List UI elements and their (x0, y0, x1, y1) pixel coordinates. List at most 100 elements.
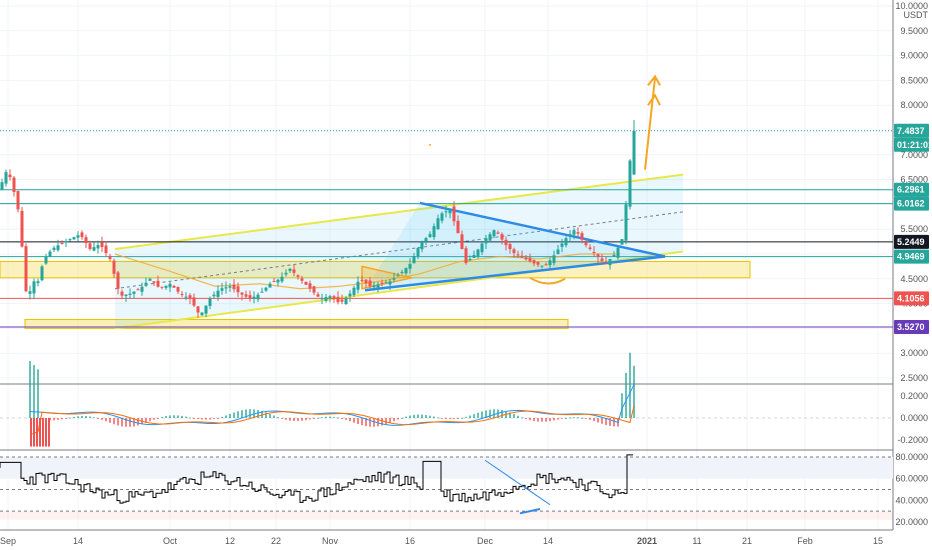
candle-body (36, 281, 40, 284)
macd-histogram-bar (185, 416, 187, 418)
candle-body (8, 174, 12, 178)
macd-histogram-bar (77, 416, 79, 418)
candle-body (128, 293, 132, 295)
candle-body (324, 297, 328, 301)
macd-histogram-bar (581, 417, 583, 419)
candle-body (212, 294, 216, 297)
rsi-tick-label: 40.0000 (895, 495, 928, 505)
candle-body (484, 238, 488, 244)
time-tick-label: 2021 (637, 536, 657, 546)
candle-body (528, 257, 532, 262)
macd-histogram-bar (39, 418, 41, 447)
price-tick-label: 4.5000 (900, 274, 928, 284)
rsi-tick-label: 80.0000 (895, 452, 928, 462)
macd-histogram-bar (61, 418, 63, 420)
candle-body (16, 191, 20, 210)
candle-body (616, 247, 620, 258)
macd-histogram-bar (469, 415, 471, 418)
candle-body (184, 296, 188, 298)
macd-histogram-bar (45, 418, 47, 447)
price-level-badge-text: 4.1056 (897, 293, 925, 303)
candle-body (144, 282, 148, 286)
macd-histogram-bar (429, 415, 431, 418)
macd-histogram-bar (37, 369, 39, 418)
macd-histogram-bar (605, 418, 607, 425)
candle-body (196, 306, 200, 313)
candle-body (460, 234, 464, 250)
candle-body (476, 249, 480, 257)
candle-body (432, 226, 436, 238)
macd-histogram-bar (233, 412, 235, 418)
candle-body (252, 296, 256, 299)
macd-histogram-bar (173, 415, 175, 418)
candle-body (464, 248, 468, 263)
candle-body (444, 211, 448, 213)
macd-histogram-bar (565, 417, 567, 419)
macd-histogram-bar (69, 417, 71, 419)
macd-histogram-bar (441, 418, 443, 419)
macd-histogram-bar (485, 410, 487, 418)
candle-body (28, 291, 32, 294)
macd-histogram-bar (561, 418, 563, 419)
macd-histogram-bar (369, 418, 371, 427)
macd-histogram-bar (113, 418, 115, 425)
candle-body (380, 282, 384, 284)
candle-body (160, 286, 164, 288)
macd-histogram-bar (29, 361, 31, 418)
candle-body (592, 251, 596, 254)
macd-histogram-bar (249, 409, 251, 418)
time-tick-label: Sep (0, 536, 16, 546)
macd-histogram-bar (557, 418, 559, 420)
candle-body (76, 235, 80, 238)
macd-histogram-bar (161, 416, 163, 418)
candle-body (436, 218, 440, 230)
candle-body (416, 248, 420, 257)
candle-body (268, 283, 272, 288)
macd-histogram-bar (529, 418, 531, 421)
candle-body (340, 299, 344, 302)
macd-histogram-bar (477, 412, 479, 418)
price-level-badge-text: 3.5270 (897, 322, 925, 332)
candle-body (468, 258, 472, 261)
price-tick-label: 5.5000 (900, 224, 928, 234)
macd-histogram-bar (341, 418, 343, 419)
macd-histogram-bar (401, 417, 403, 419)
candle-body (40, 266, 44, 281)
candle-body (192, 297, 196, 306)
candle-body (188, 295, 192, 299)
macd-histogram-bar (57, 418, 59, 420)
macd-histogram-bar (501, 410, 503, 418)
candle-body (104, 245, 108, 254)
macd-histogram-bar (193, 418, 195, 419)
candle-body (132, 291, 136, 294)
price-tick-label: 3.0000 (900, 348, 928, 358)
candle-body (120, 291, 124, 296)
time-axis[interactable]: Sep 14 Oct 12 22 Nov 16 Dec 14 2021 11 21 Feb 15 (0, 536, 883, 546)
triangle-upper-line (419, 201, 666, 258)
channel-fill (115, 174, 683, 329)
candle-body (572, 230, 576, 235)
channel-upper-line (114, 173, 684, 251)
candle-body (388, 281, 392, 285)
candle-body (48, 251, 52, 257)
candle-body (164, 285, 168, 288)
candle-body (440, 213, 444, 221)
candle-body (216, 290, 220, 297)
candle-body (504, 239, 508, 246)
candle-body (412, 255, 416, 264)
candle-body (200, 312, 204, 316)
candle-body (44, 256, 48, 264)
price-tick-label: 10.0000 (895, 1, 928, 11)
price-axis[interactable]: 10.00009.50009.00008.50008.00007.50007.0… (894, 0, 932, 550)
macd-histogram-bar (273, 415, 275, 418)
rsi-divergence-line (484, 459, 551, 506)
candle-body (600, 258, 604, 261)
candle-body (552, 255, 556, 264)
macd-histogram-bar (465, 416, 467, 418)
candle-body (336, 296, 340, 303)
candle-body (156, 280, 160, 287)
last-price-badge (894, 123, 929, 138)
macd-histogram-bar (117, 418, 119, 426)
time-tick-label: Dec (477, 536, 494, 546)
